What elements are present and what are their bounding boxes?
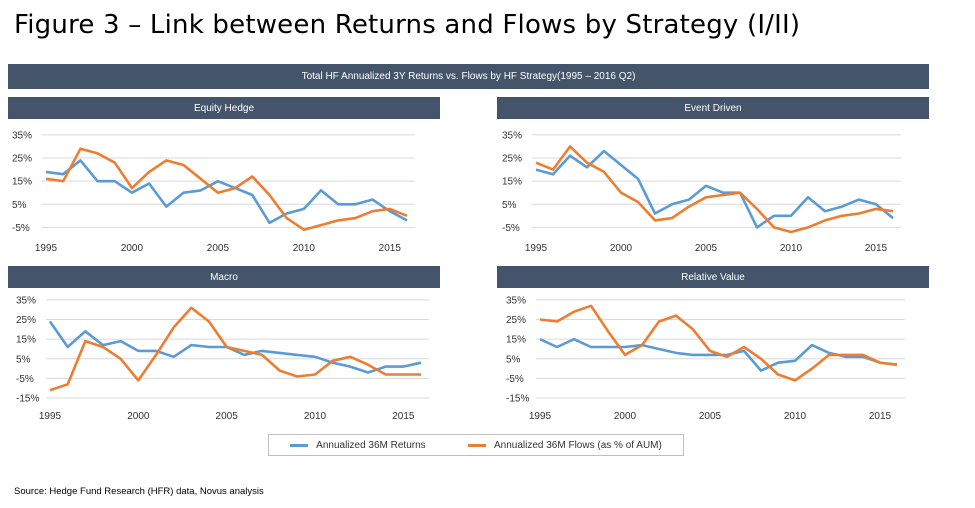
y-tick-label: 35% [502,130,522,141]
x-tick-label: 1995 [35,243,58,254]
y-tick-label: 15% [12,177,32,188]
chart-title-event-driven: Event Driven [497,97,929,119]
y-tick-label: -5% [12,223,30,234]
returns-line [45,159,408,225]
x-tick-label: 1995 [529,411,552,422]
x-tick-label: 2000 [614,411,637,422]
y-tick-label: -15% [506,394,529,405]
y-tick-label: 5% [16,354,31,365]
x-tick-label: 2015 [392,411,415,422]
legend-item-flows: Annualized 36M Flows (as % of AUM) [467,439,662,451]
x-tick-label: 2000 [127,411,150,422]
y-tick-label: -5% [502,223,520,234]
x-tick-label: 2010 [784,411,807,422]
chart-banner: Total HF Annualized 3Y Returns vs. Flows… [8,64,929,89]
legend-item-returns: Annualized 36M Returns [290,440,426,451]
chart-title-relative-value: Relative Value [497,266,929,288]
returns-line [48,320,422,374]
figure-title: Figure 3 – Link between Returns and Flow… [14,10,801,40]
chart-title-equity-hedge: Equity Hedge [8,97,440,119]
y-tick-label: -15% [16,394,39,405]
x-tick-label: 2010 [304,411,327,422]
x-tick-label: 2000 [121,243,144,254]
flows-line [535,145,894,234]
y-tick-label: -5% [16,374,34,385]
x-tick-label: 2015 [379,243,402,254]
y-tick-label: 5% [502,200,517,211]
source-note: Source: Hedge Fund Research (HFR) data, … [14,486,264,497]
y-tick-label: 5% [506,354,521,365]
x-tick-label: 2005 [216,411,239,422]
y-tick-label: 25% [16,315,36,326]
x-tick-label: 2005 [699,411,722,422]
x-tick-label: 2010 [293,243,316,254]
y-tick-label: 15% [502,177,522,188]
y-tick-label: 35% [12,130,32,141]
y-tick-label: 35% [16,295,36,306]
legend-label-flows: Annualized 36M Flows (as % of AUM) [493,439,662,451]
y-tick-label: 25% [506,315,526,326]
y-tick-label: 25% [502,154,522,165]
x-tick-label: 1995 [39,411,62,422]
legend-label-returns: Annualized 36M Returns [316,439,426,451]
legend-swatch-flows [467,443,486,447]
y-tick-label: 35% [506,295,526,306]
x-tick-label: 2005 [207,243,230,254]
y-tick-label: -5% [506,374,524,385]
flows-line [49,306,421,392]
x-tick-label: 2015 [865,243,888,254]
y-tick-label: 15% [16,335,36,346]
x-tick-label: 2010 [780,243,803,254]
flows-line [45,147,408,231]
y-tick-label: 25% [12,154,32,165]
x-tick-label: 1995 [525,243,548,254]
y-tick-label: 5% [12,200,27,211]
chart-title-macro: Macro [8,266,440,288]
flows-line [539,304,898,382]
x-tick-label: 2015 [869,411,892,422]
y-tick-label: 15% [506,335,526,346]
legend-swatch-returns [290,443,309,447]
returns-line [535,149,894,229]
legend: Annualized 36M Returns Annualized 36M Fl… [268,434,684,456]
x-tick-label: 2000 [610,243,633,254]
x-tick-label: 2005 [695,243,718,254]
